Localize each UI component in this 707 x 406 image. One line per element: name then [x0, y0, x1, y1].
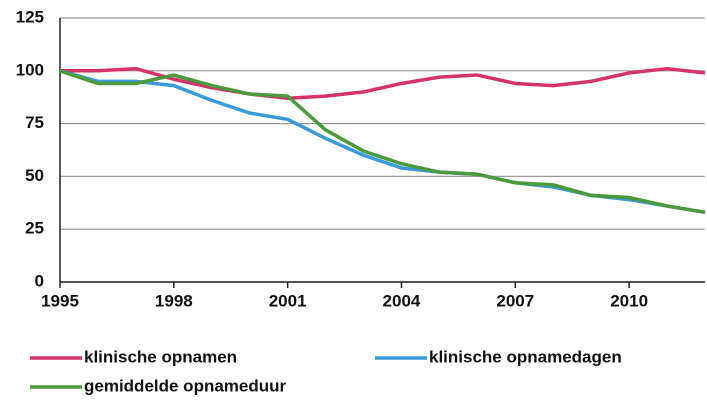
legend-label: gemiddelde opnameduur — [84, 376, 287, 395]
x-tick-label: 1995 — [41, 291, 79, 310]
legend-label: klinische opnamen — [84, 347, 237, 366]
x-tick-label: 1998 — [155, 291, 193, 310]
y-tick-label: 75 — [25, 113, 44, 132]
legend-label: klinische opnamedagen — [429, 347, 622, 366]
y-tick-label: 25 — [25, 219, 44, 238]
series-line — [59, 69, 706, 215]
x-tick-label: 2007 — [496, 291, 534, 310]
x-tick-label: 2004 — [383, 291, 421, 310]
y-tick-label: 50 — [25, 166, 44, 185]
y-tick-label: 125 — [16, 7, 44, 26]
y-tick-label: 100 — [16, 60, 44, 79]
y-tick-label: 0 — [35, 271, 44, 290]
x-tick-label: 2010 — [610, 291, 648, 310]
series-line — [59, 69, 706, 215]
x-tick-label: 2001 — [269, 291, 307, 310]
